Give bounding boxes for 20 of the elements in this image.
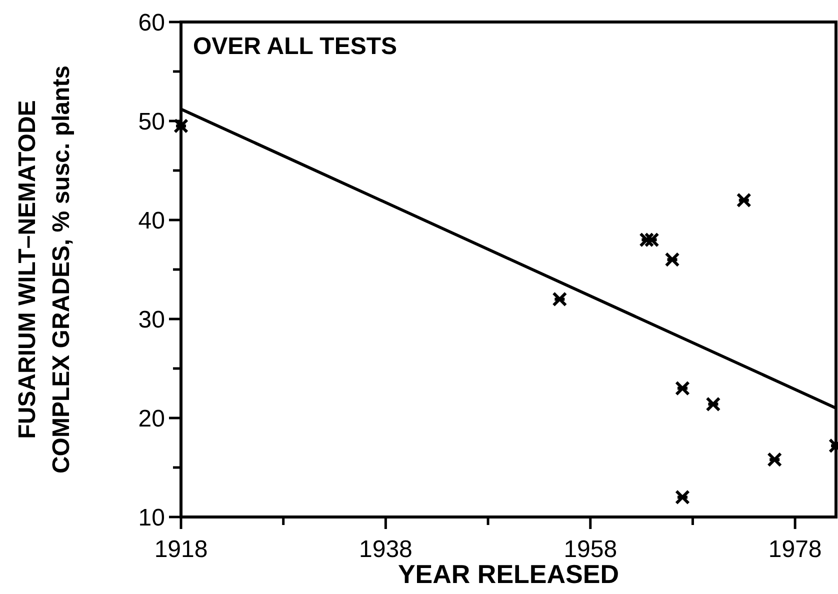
point	[664, 252, 680, 268]
point	[767, 452, 782, 468]
point	[674, 490, 690, 505]
y-tick-label: 50	[138, 108, 165, 136]
x-tick-label: 1918	[154, 536, 208, 563]
y-tick-label: 20	[138, 405, 165, 432]
point	[174, 118, 188, 134]
y-tick-label: 40	[138, 207, 165, 234]
y-tick-label: 30	[138, 306, 165, 334]
point	[639, 232, 654, 248]
point	[736, 192, 752, 208]
point	[552, 292, 568, 307]
y-axis-title: FUSARIUM WILT–NEMATODE COMPLEX GRADES, % susc. plants	[14, 65, 75, 474]
y-tick-label: 60	[138, 9, 165, 36]
point	[706, 396, 721, 412]
point	[674, 380, 690, 396]
text: OVER ALL TESTS	[193, 33, 398, 60]
y-tick-label: 10	[138, 504, 165, 532]
x-tick-label: 1978	[768, 536, 822, 563]
point	[644, 232, 660, 248]
